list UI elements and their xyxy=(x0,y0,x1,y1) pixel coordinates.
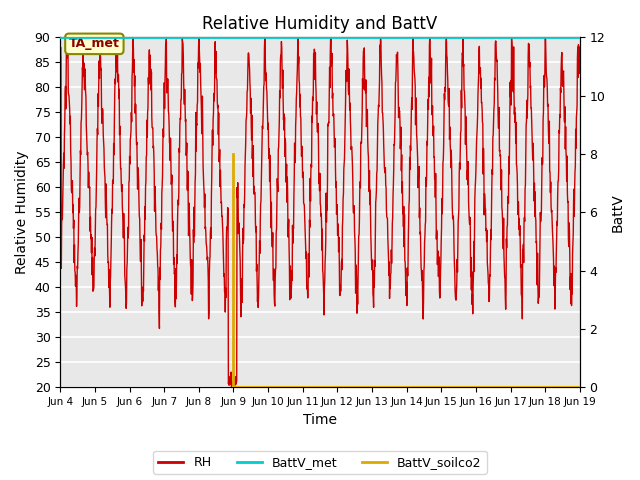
Title: Relative Humidity and BattV: Relative Humidity and BattV xyxy=(202,15,438,33)
Text: TA_met: TA_met xyxy=(69,37,120,50)
Y-axis label: Relative Humidity: Relative Humidity xyxy=(15,151,29,274)
Y-axis label: BattV: BattV xyxy=(611,193,625,232)
Legend: RH, BattV_met, BattV_soilco2: RH, BattV_met, BattV_soilco2 xyxy=(154,451,486,474)
X-axis label: Time: Time xyxy=(303,413,337,427)
